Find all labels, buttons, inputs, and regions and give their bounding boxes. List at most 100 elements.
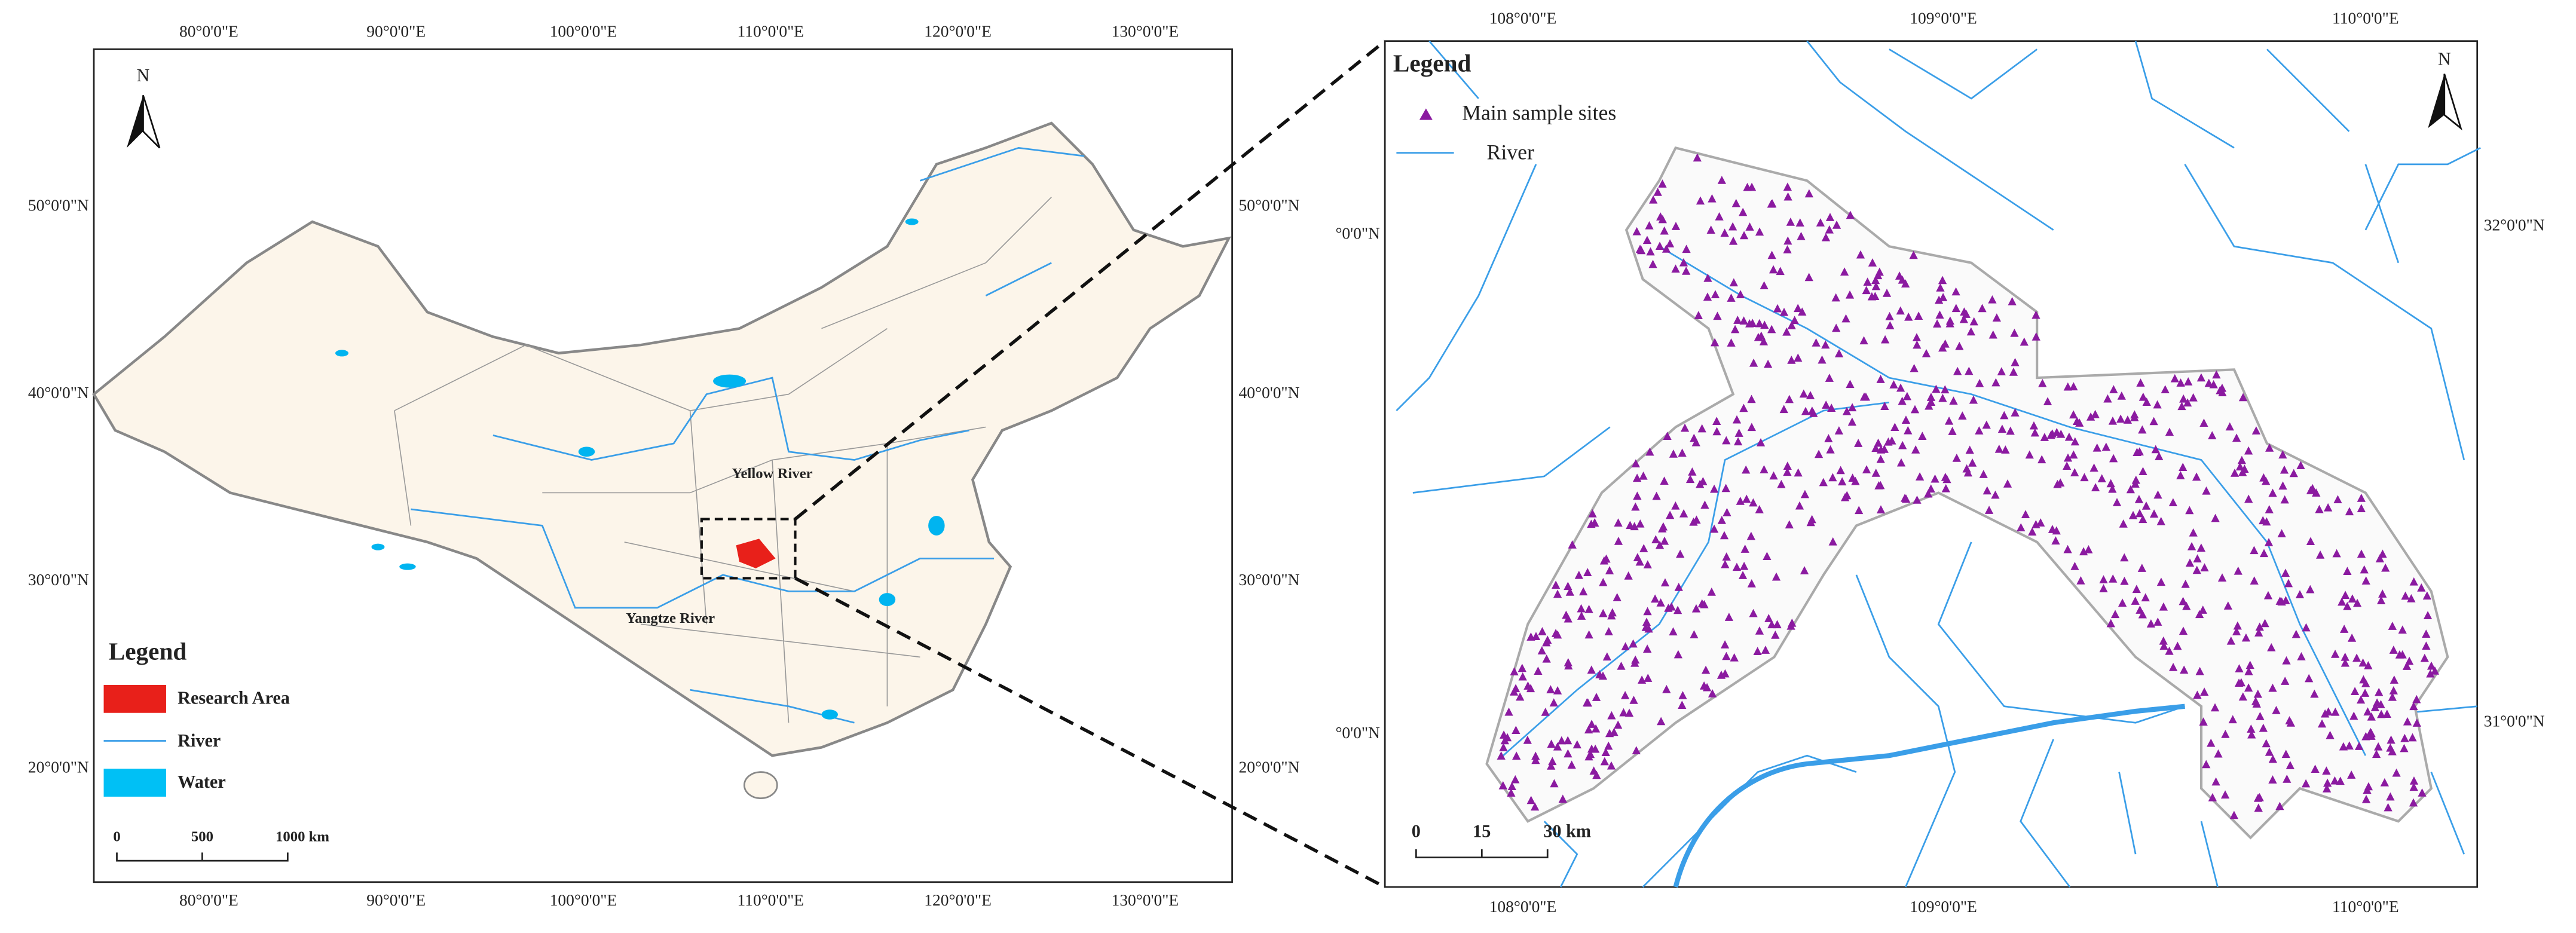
sample-site xyxy=(1617,661,1626,670)
coordinate-label: 130°0'0"E xyxy=(1112,891,1179,909)
sample-site xyxy=(2008,296,2017,305)
coordinate-label: 109°0'0"E xyxy=(1910,898,1977,916)
sample-site xyxy=(1679,509,1688,518)
sample-site xyxy=(1577,604,1586,613)
sample-site xyxy=(1855,506,1864,515)
sample-site xyxy=(2296,461,2305,469)
sample-site xyxy=(2264,537,2274,546)
right-map: N Legend Main sample sites River 0 15 30… xyxy=(1384,40,2481,888)
sample-site xyxy=(2388,622,2397,630)
sample-site xyxy=(1666,510,1675,519)
sample-site xyxy=(2235,462,2245,471)
scale-label: 500 xyxy=(191,828,213,845)
sample-site xyxy=(1898,441,1907,449)
sample-site xyxy=(2322,766,2331,775)
sample-site xyxy=(1534,666,1543,675)
sample-site xyxy=(2407,594,2416,602)
north-label: N xyxy=(2438,49,2451,69)
sample-site xyxy=(2193,554,2202,562)
sample-site xyxy=(2245,660,2254,669)
sample-site xyxy=(1798,307,1807,316)
sample-site xyxy=(2092,443,2101,452)
sample-site xyxy=(1688,467,1697,476)
sample-site xyxy=(1578,587,1588,596)
sample-site xyxy=(1610,727,1619,736)
sample-site xyxy=(1614,720,1623,729)
sample-site xyxy=(1732,562,1742,571)
sample-site xyxy=(1497,751,1506,760)
sample-site xyxy=(2011,408,2020,417)
sample-site xyxy=(2333,495,2342,504)
yangtze-river xyxy=(411,508,995,609)
sample-site xyxy=(2387,735,2396,744)
sample-site xyxy=(1604,741,1613,750)
sample-site xyxy=(2310,689,2319,698)
sample-site xyxy=(2389,686,2398,695)
sample-site xyxy=(1834,349,1844,357)
sample-site xyxy=(1854,439,1863,447)
sample-site xyxy=(2367,712,2376,721)
coordinate-label: 80°0'0"E xyxy=(179,891,238,909)
sample-site xyxy=(1706,225,1715,234)
sample-site xyxy=(2280,465,2289,474)
sample-site xyxy=(2402,662,2412,670)
sample-site xyxy=(1773,304,1782,313)
sample-site xyxy=(1983,486,1991,495)
sample-site xyxy=(1938,393,1947,402)
sample-site xyxy=(2025,450,2034,459)
sample-site xyxy=(1932,384,1941,393)
sample-site xyxy=(1942,475,1951,484)
sample-site xyxy=(1926,397,1936,406)
sample-site xyxy=(2110,610,2120,619)
sample-site xyxy=(2400,744,2409,752)
sample-site xyxy=(1551,580,1561,589)
sample-site xyxy=(1537,646,1546,654)
sample-site xyxy=(2153,617,2162,626)
sample-site xyxy=(2195,666,2204,675)
sample-site xyxy=(2217,573,2227,582)
sample-site xyxy=(1730,653,1739,662)
sample-site xyxy=(1824,434,1833,442)
sample-site xyxy=(1994,444,2003,453)
sample-site xyxy=(2408,733,2417,742)
sample-site xyxy=(2400,733,2409,742)
legend-title: Legend xyxy=(1393,49,1471,77)
sample-site xyxy=(2040,433,2049,441)
sample-site xyxy=(2409,702,2418,711)
sample-site xyxy=(1896,383,1905,392)
sample-site xyxy=(2030,428,2039,437)
sample-site xyxy=(2356,695,2366,704)
sample-site xyxy=(1656,598,1665,607)
sample-site xyxy=(1591,724,1601,733)
sample-site xyxy=(1941,385,1950,394)
sample-site xyxy=(2377,709,2386,718)
sample-site xyxy=(1747,423,1757,432)
sample-site xyxy=(1676,549,1685,558)
sample-site xyxy=(2210,703,2220,712)
coordinate-label: 90°0'0"E xyxy=(366,891,426,909)
scale-bar xyxy=(1415,849,1549,858)
sample-site xyxy=(1910,363,1919,372)
sample-site xyxy=(1742,494,1751,503)
coordinate-label: 110°0'0"E xyxy=(738,891,804,909)
sample-site xyxy=(1757,331,1766,340)
sample-site xyxy=(1728,222,1737,231)
sample-site xyxy=(1700,599,1709,608)
sample-site xyxy=(1731,198,1740,207)
sample-site xyxy=(2051,536,2060,544)
sample-site xyxy=(1629,639,1638,648)
sample-site xyxy=(2149,509,2159,518)
sample-site xyxy=(1538,627,1547,635)
legend-swatch xyxy=(103,685,166,713)
sample-site xyxy=(2370,703,2380,711)
sample-site xyxy=(1978,304,1987,313)
coordinate-label: 80°0'0"E xyxy=(179,22,238,40)
sample-site xyxy=(1655,241,1665,250)
sample-site xyxy=(2032,332,2040,341)
sample-site xyxy=(2116,414,2125,423)
sample-site xyxy=(1665,239,1675,247)
sample-site xyxy=(1663,432,1672,440)
sample-site xyxy=(2196,543,2206,552)
sample-site xyxy=(2386,743,2395,752)
coordinate-label: 120°0'0"E xyxy=(924,891,992,909)
